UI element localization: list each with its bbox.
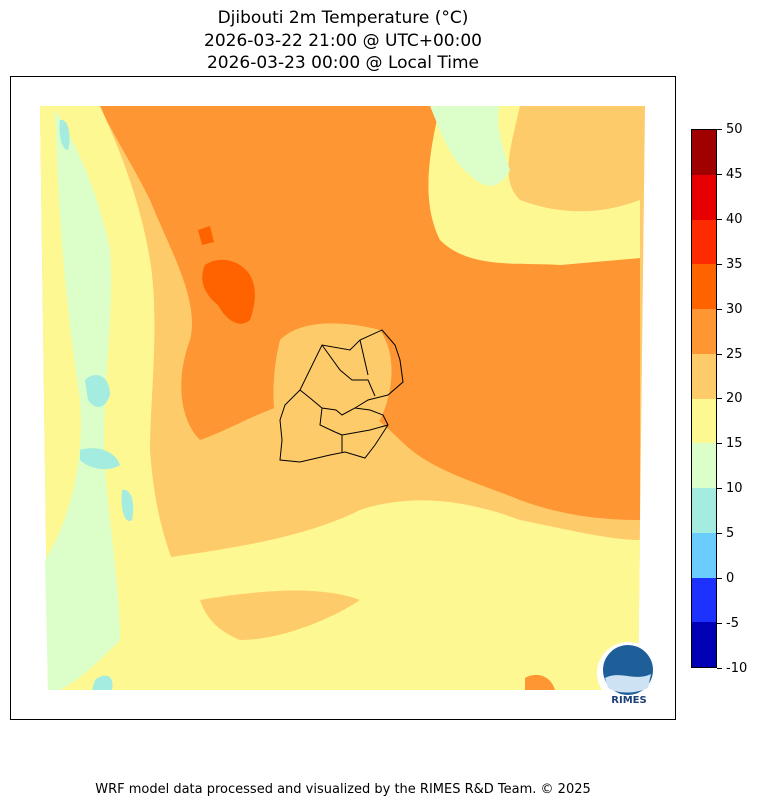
- region-15-20-bottom: [48, 500, 640, 690]
- colorbar-tick: 40: [717, 212, 743, 227]
- colorbar: [691, 129, 717, 668]
- colorbar-tick: 10: [717, 481, 743, 496]
- map-title: Djibouti 2m Temperature (°C): [217, 8, 469, 28]
- colorbar-segment: [692, 622, 716, 667]
- region-5-10-e: [92, 675, 113, 690]
- region-25-30-bottomright: [525, 674, 555, 690]
- region-25-30-north: [100, 106, 640, 520]
- region-10-15-left: [45, 110, 120, 690]
- colorbar-segment: [692, 130, 716, 175]
- colorbar-tick: -5: [717, 616, 739, 631]
- rimes-logo: RIMES: [597, 642, 659, 706]
- colorbar-tick: 45: [717, 167, 743, 182]
- region-5-10-d: [59, 119, 70, 150]
- colorbar-segment: [692, 398, 716, 444]
- footer-credit: WRF model data processed and visualized …: [95, 782, 591, 797]
- colorbar-tick: 50: [717, 122, 743, 137]
- djibouti-boundary: [279, 329, 404, 463]
- logo-text: RIMES: [611, 695, 646, 706]
- region-5-10-b: [80, 448, 120, 470]
- colorbar-segment: [692, 174, 716, 220]
- region-20-25-inner: [273, 323, 392, 460]
- map-panel: RIMES: [10, 76, 676, 720]
- colorbar-segment: [692, 219, 716, 265]
- temperature-map: RIMES: [40, 106, 659, 706]
- region-10-15-topright: [430, 106, 510, 186]
- colorbar-tick: 30: [717, 302, 743, 317]
- region-20-25-bottom: [200, 590, 360, 640]
- colorbar-tick: 25: [717, 347, 743, 362]
- region-5-10-a: [85, 375, 110, 407]
- colorbar-segment: [692, 353, 716, 399]
- local-time: 2026-03-23 00:00 @ Local Time: [206, 53, 480, 73]
- colorbar-tick: 15: [717, 436, 743, 451]
- colorbar-tick: 5: [717, 526, 734, 541]
- colorbar-segment: [692, 488, 716, 533]
- colorbar-tick: 20: [717, 391, 743, 406]
- region-30-35: [202, 259, 255, 324]
- colorbar-segment: [692, 264, 716, 309]
- colorbar-tick: 0: [717, 571, 734, 586]
- colorbar-segment: [692, 443, 716, 488]
- colorbar-tick: -10: [717, 661, 747, 676]
- utc-time: 2026-03-22 21:00 @ UTC+00:00: [204, 31, 482, 51]
- colorbar-segment: [692, 532, 716, 578]
- colorbar-segment: [692, 309, 716, 354]
- region-30-35-b: [198, 226, 214, 245]
- colorbar-tick: 35: [717, 257, 743, 272]
- colorbar-segment: [692, 577, 716, 623]
- region-5-10-c: [121, 489, 134, 521]
